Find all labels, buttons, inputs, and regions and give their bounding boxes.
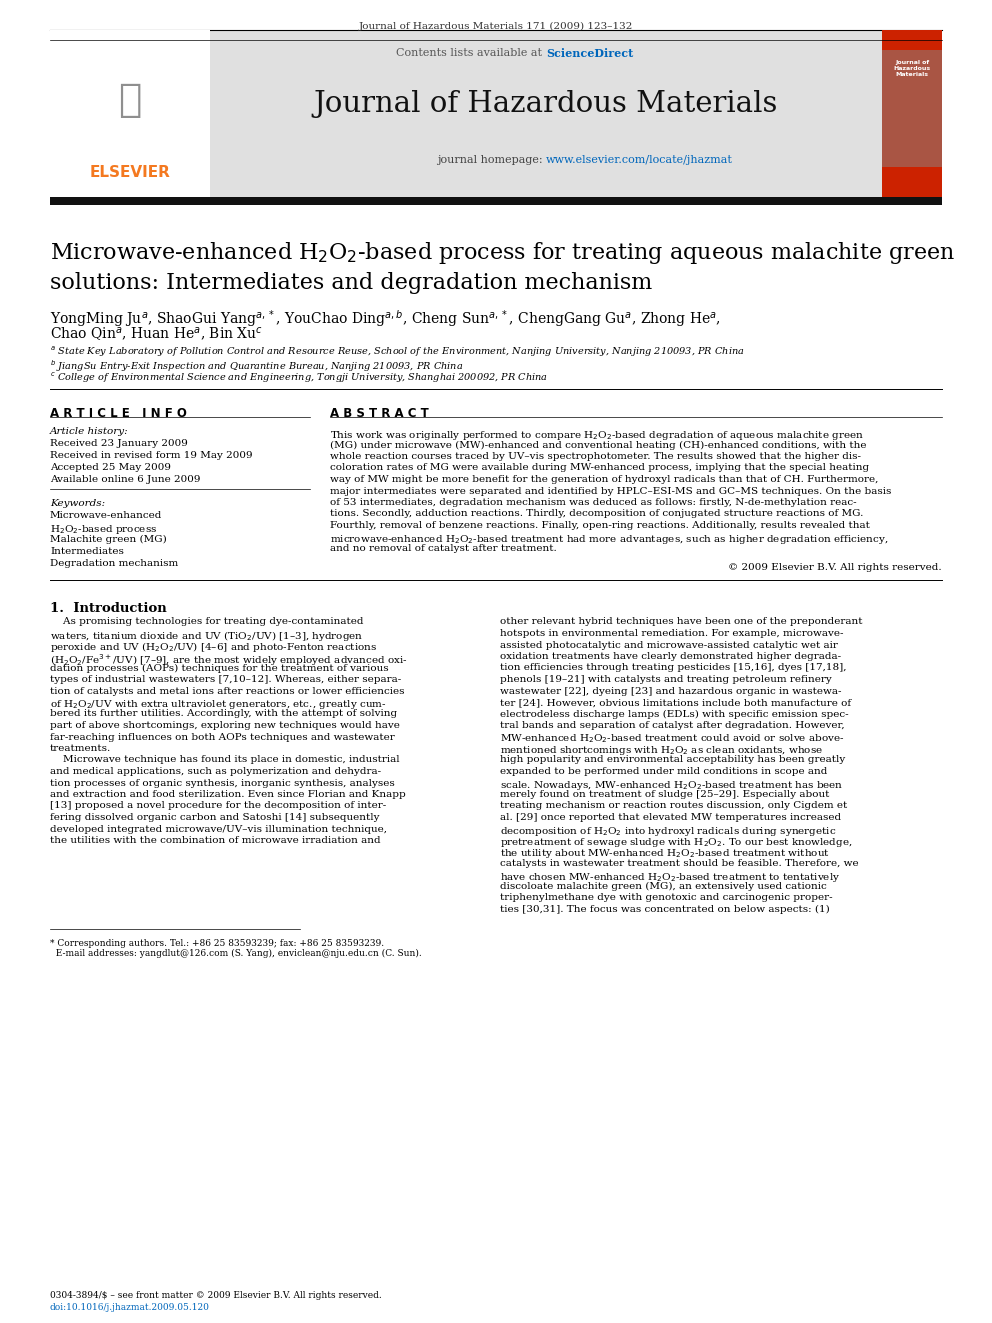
Text: E-mail addresses: yangdlut@126.com (S. Yang), enviclean@nju.edu.cn (C. Sun).: E-mail addresses: yangdlut@126.com (S. Y…	[50, 949, 422, 958]
Text: peroxide and UV (H$_2$O$_2$/UV) [4–6] and photo-Fenton reactions: peroxide and UV (H$_2$O$_2$/UV) [4–6] an…	[50, 640, 377, 655]
Text: journal homepage:: journal homepage:	[436, 155, 546, 165]
Text: mentioned shortcomings with H$_2$O$_2$ as clean oxidants, whose: mentioned shortcomings with H$_2$O$_2$ a…	[500, 744, 823, 757]
Bar	[882, 50, 942, 167]
Text: expanded to be performed under mild conditions in scope and: expanded to be performed under mild cond…	[500, 767, 827, 777]
Text: www.elsevier.com/locate/jhazmat: www.elsevier.com/locate/jhazmat	[546, 155, 733, 165]
Text: A R T I C L E   I N F O: A R T I C L E I N F O	[50, 407, 186, 419]
Bar	[882, 30, 942, 197]
Text: ter [24]. However, obvious limitations include both manufacture of: ter [24]. However, obvious limitations i…	[500, 699, 851, 706]
Text: discoloate malachite green (MG), an extensively used cationic: discoloate malachite green (MG), an exte…	[500, 882, 826, 892]
Text: Article history:: Article history:	[50, 427, 129, 437]
Text: of 53 intermediates, degradation mechanism was deduced as follows: firstly, N-de: of 53 intermediates, degradation mechani…	[330, 497, 857, 507]
Text: tion efficiencies through treating pesticides [15,16], dyes [17,18],: tion efficiencies through treating pesti…	[500, 664, 846, 672]
Text: Journal of Hazardous Materials: Journal of Hazardous Materials	[313, 90, 778, 118]
Text: Journal of Hazardous Materials 171 (2009) 123–132: Journal of Hazardous Materials 171 (2009…	[359, 22, 633, 32]
Text: Degradation mechanism: Degradation mechanism	[50, 560, 179, 568]
Text: and no removal of catalyst after treatment.: and no removal of catalyst after treatme…	[330, 544, 557, 553]
Text: dation processes (AOPs) techniques for the treatment of various: dation processes (AOPs) techniques for t…	[50, 664, 389, 672]
Text: tral bands and separation of catalyst after degradation. However,: tral bands and separation of catalyst af…	[500, 721, 844, 730]
Text: MW-enhanced H$_2$O$_2$-based treatment could avoid or solve above-: MW-enhanced H$_2$O$_2$-based treatment c…	[500, 733, 844, 745]
Bar	[50, 197, 942, 205]
Text: treating mechanism or reaction routes discussion, only Cigdem et: treating mechanism or reaction routes di…	[500, 802, 847, 811]
Text: hotspots in environmental remediation. For example, microwave-: hotspots in environmental remediation. F…	[500, 628, 843, 638]
Text: scale. Nowadays, MW-enhanced H$_2$O$_2$-based treatment has been: scale. Nowadays, MW-enhanced H$_2$O$_2$-…	[500, 778, 843, 791]
Text: Journal of
Hazardous
Materials: Journal of Hazardous Materials	[894, 60, 930, 77]
Text: Accepted 25 May 2009: Accepted 25 May 2009	[50, 463, 171, 472]
Text: al. [29] once reported that elevated MW temperatures increased: al. [29] once reported that elevated MW …	[500, 814, 841, 822]
Text: As promising technologies for treating dye-contaminated: As promising technologies for treating d…	[50, 618, 363, 627]
Text: 🌲: 🌲	[118, 81, 142, 119]
Text: Fourthly, removal of benzene reactions. Finally, open-ring reactions. Additional: Fourthly, removal of benzene reactions. …	[330, 521, 870, 531]
Text: far-reaching influences on both AOPs techniques and wastewater: far-reaching influences on both AOPs tec…	[50, 733, 395, 741]
Text: ties [30,31]. The focus was concentrated on below aspects: (1): ties [30,31]. The focus was concentrated…	[500, 905, 829, 914]
Text: and medical applications, such as polymerization and dehydra-: and medical applications, such as polyme…	[50, 767, 381, 777]
Text: catalysts in wastewater treatment should be feasible. Therefore, we: catalysts in wastewater treatment should…	[500, 859, 859, 868]
Text: ScienceDirect: ScienceDirect	[546, 48, 633, 60]
Text: This work was originally performed to compare H$_2$O$_2$-based degradation of aq: This work was originally performed to co…	[330, 429, 864, 442]
Text: Received in revised form 19 May 2009: Received in revised form 19 May 2009	[50, 451, 253, 460]
Text: waters, titanium dioxide and UV (TiO$_2$/UV) [1–3], hydrogen: waters, titanium dioxide and UV (TiO$_2$…	[50, 628, 363, 643]
Text: treatments.: treatments.	[50, 744, 111, 753]
Text: fering dissolved organic carbon and Satoshi [14] subsequently: fering dissolved organic carbon and Sato…	[50, 814, 380, 822]
Text: H$_2$O$_2$-based process: H$_2$O$_2$-based process	[50, 523, 158, 536]
Text: 1.  Introduction: 1. Introduction	[50, 602, 167, 614]
Text: have chosen MW-enhanced H$_2$O$_2$-based treatment to tentatively: have chosen MW-enhanced H$_2$O$_2$-based…	[500, 871, 840, 884]
Text: 0304-3894/$ – see front matter © 2009 Elsevier B.V. All rights reserved.: 0304-3894/$ – see front matter © 2009 El…	[50, 1291, 382, 1301]
Text: major intermediates were separated and identified by HPLC–ESI-MS and GC–MS techn: major intermediates were separated and i…	[330, 487, 892, 496]
Text: phenols [19–21] with catalysts and treating petroleum refinery: phenols [19–21] with catalysts and treat…	[500, 675, 831, 684]
Text: solutions: Intermediates and degradation mechanism: solutions: Intermediates and degradation…	[50, 273, 653, 294]
Text: $^b$ JiangSu Entry-Exit Inspection and Quarantine Bureau, Nanjing 210093, PR Chi: $^b$ JiangSu Entry-Exit Inspection and Q…	[50, 359, 463, 374]
Text: part of above shortcomings, exploring new techniques would have: part of above shortcomings, exploring ne…	[50, 721, 400, 730]
Text: YongMing Ju$^a$, ShaoGui Yang$^{a,*}$, YouChao Ding$^{a,b}$, Cheng Sun$^{a,*}$, : YongMing Ju$^a$, ShaoGui Yang$^{a,*}$, Y…	[50, 308, 721, 329]
Text: Chao Qin$^a$, Huan He$^a$, Bin Xu$^c$: Chao Qin$^a$, Huan He$^a$, Bin Xu$^c$	[50, 325, 263, 343]
Text: assisted photocatalytic and microwave-assisted catalytic wet air: assisted photocatalytic and microwave-as…	[500, 640, 838, 650]
Text: of H$_2$O$_2$/UV with extra ultraviolet generators, etc., greatly cum-: of H$_2$O$_2$/UV with extra ultraviolet …	[50, 699, 387, 710]
Text: Microwave technique has found its place in domestic, industrial: Microwave technique has found its place …	[50, 755, 400, 765]
Text: Contents lists available at: Contents lists available at	[397, 48, 546, 58]
Text: developed integrated microwave/UV–vis illumination technique,: developed integrated microwave/UV–vis il…	[50, 824, 387, 833]
Text: tions. Secondly, adduction reactions. Thirdly, decomposition of conjugated struc: tions. Secondly, adduction reactions. Th…	[330, 509, 863, 519]
Text: coloration rates of MG were available during MW-enhanced process, implying that : coloration rates of MG were available du…	[330, 463, 869, 472]
Text: Available online 6 June 2009: Available online 6 June 2009	[50, 475, 200, 484]
Text: decomposition of H$_2$O$_2$ into hydroxyl radicals during synergetic: decomposition of H$_2$O$_2$ into hydroxy…	[500, 824, 836, 837]
Text: triphenylmethane dye with genotoxic and carcinogenic proper-: triphenylmethane dye with genotoxic and …	[500, 893, 832, 902]
Text: $^a$ State Key Laboratory of Pollution Control and Resource Reuse, School of the: $^a$ State Key Laboratory of Pollution C…	[50, 345, 745, 360]
Text: bered its further utilities. Accordingly, with the attempt of solving: bered its further utilities. Accordingly…	[50, 709, 397, 718]
Text: [13] proposed a novel procedure for the decomposition of inter-: [13] proposed a novel procedure for the …	[50, 802, 386, 811]
Text: $^c$ College of Environmental Science and Engineering, Tongji University, Shangh: $^c$ College of Environmental Science an…	[50, 370, 549, 385]
Text: tion of catalysts and metal ions after reactions or lower efficiencies: tion of catalysts and metal ions after r…	[50, 687, 405, 696]
Text: other relevant hybrid techniques have been one of the preponderant: other relevant hybrid techniques have be…	[500, 618, 862, 627]
Text: (H$_2$O$_2$/Fe$^{3+}$/UV) [7–9], are the most widely employed advanced oxi-: (H$_2$O$_2$/Fe$^{3+}$/UV) [7–9], are the…	[50, 652, 408, 668]
Text: (MG) under microwave (MW)-enhanced and conventional heating (CH)-enhanced condit: (MG) under microwave (MW)-enhanced and c…	[330, 441, 866, 450]
Text: oxidation treatments have clearly demonstrated higher degrada-: oxidation treatments have clearly demons…	[500, 652, 841, 662]
Text: wastewater [22], dyeing [23] and hazardous organic in wastewa-: wastewater [22], dyeing [23] and hazardo…	[500, 687, 841, 696]
Text: pretreatment of sewage sludge with H$_2$O$_2$. To our best knowledge,: pretreatment of sewage sludge with H$_2$…	[500, 836, 852, 849]
Text: types of industrial wastewaters [7,10–12]. Whereas, either separa-: types of industrial wastewaters [7,10–12…	[50, 675, 401, 684]
Text: Malachite green (MG): Malachite green (MG)	[50, 534, 167, 544]
Text: A B S T R A C T: A B S T R A C T	[330, 407, 429, 419]
Text: tion processes of organic synthesis, inorganic synthesis, analyses: tion processes of organic synthesis, ino…	[50, 778, 395, 787]
Text: Microwave-enhanced H$_2$O$_2$-based process for treating aqueous malachite green: Microwave-enhanced H$_2$O$_2$-based proc…	[50, 239, 955, 266]
Text: Received 23 January 2009: Received 23 January 2009	[50, 439, 187, 448]
Text: microwave-enhanced H$_2$O$_2$-based treatment had more advantages, such as highe: microwave-enhanced H$_2$O$_2$-based trea…	[330, 532, 889, 545]
Text: Microwave-enhanced: Microwave-enhanced	[50, 511, 163, 520]
Text: and extraction and food sterilization. Even since Florian and Knapp: and extraction and food sterilization. E…	[50, 790, 406, 799]
Text: whole reaction courses traced by UV–vis spectrophotometer. The results showed th: whole reaction courses traced by UV–vis …	[330, 452, 861, 460]
Text: merely found on treatment of sludge [25–29]. Especially about: merely found on treatment of sludge [25–…	[500, 790, 829, 799]
Text: Keywords:: Keywords:	[50, 499, 105, 508]
Text: doi:10.1016/j.jhazmat.2009.05.120: doi:10.1016/j.jhazmat.2009.05.120	[50, 1303, 210, 1312]
Text: the utilities with the combination of microwave irradiation and: the utilities with the combination of mi…	[50, 836, 381, 845]
Bar	[210, 30, 882, 197]
Text: way of MW might be more benefit for the generation of hydroxyl radicals than tha: way of MW might be more benefit for the …	[330, 475, 878, 484]
Text: * Corresponding authors. Tel.: +86 25 83593239; fax: +86 25 83593239.: * Corresponding authors. Tel.: +86 25 83…	[50, 938, 384, 947]
Text: electrodeless discharge lamps (EDLs) with specific emission spec-: electrodeless discharge lamps (EDLs) wit…	[500, 709, 848, 718]
Text: the utility about MW-enhanced H$_2$O$_2$-based treatment without: the utility about MW-enhanced H$_2$O$_2$…	[500, 848, 830, 860]
Text: Intermediates: Intermediates	[50, 546, 124, 556]
Bar	[50, 30, 210, 197]
Text: high popularity and environmental acceptability has been greatly: high popularity and environmental accept…	[500, 755, 845, 765]
Text: © 2009 Elsevier B.V. All rights reserved.: © 2009 Elsevier B.V. All rights reserved…	[728, 564, 942, 573]
Text: ELSEVIER: ELSEVIER	[89, 165, 171, 180]
